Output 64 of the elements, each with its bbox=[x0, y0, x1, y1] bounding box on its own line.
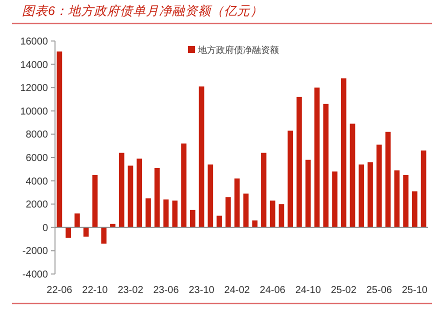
x-tick-label: 23-06 bbox=[153, 285, 180, 296]
bar bbox=[270, 200, 276, 228]
y-tick-label: 14000 bbox=[20, 60, 48, 71]
bar bbox=[172, 200, 178, 228]
bar bbox=[252, 220, 258, 228]
bar bbox=[154, 168, 160, 228]
bar bbox=[56, 51, 62, 228]
x-tick-label: 24-02 bbox=[224, 285, 250, 296]
x-tick-label: 25-10 bbox=[402, 285, 428, 296]
bar bbox=[332, 171, 338, 228]
x-tick-label: 23-02 bbox=[118, 285, 144, 296]
bar bbox=[350, 124, 356, 228]
y-tick-label: 16000 bbox=[20, 36, 48, 48]
y-tick-label: 10000 bbox=[20, 106, 48, 118]
bar bbox=[358, 164, 364, 228]
bar bbox=[136, 158, 142, 228]
bar bbox=[101, 227, 107, 244]
bar bbox=[66, 227, 71, 238]
bar bbox=[261, 152, 266, 228]
bar bbox=[420, 150, 426, 228]
x-tick-label: 23-10 bbox=[188, 285, 215, 296]
bar bbox=[412, 191, 418, 228]
chart-title: 图表6：地方政府债单月净融资额（亿元） bbox=[22, 4, 263, 18]
bar bbox=[314, 88, 320, 228]
bar bbox=[226, 197, 231, 228]
bar bbox=[340, 78, 346, 228]
y-tick-label: 8000 bbox=[26, 130, 48, 141]
x-tick-label: 24-10 bbox=[295, 285, 322, 296]
bar bbox=[128, 166, 134, 228]
bar bbox=[146, 198, 151, 228]
bar bbox=[243, 194, 249, 228]
x-tick-label: 22-06 bbox=[46, 285, 73, 296]
bar bbox=[190, 210, 196, 228]
bar bbox=[163, 199, 169, 228]
bar bbox=[198, 86, 204, 228]
bar bbox=[118, 152, 124, 228]
y-tick-label: 6000 bbox=[26, 153, 48, 164]
y-tick-label: 2000 bbox=[26, 200, 48, 211]
bar bbox=[208, 164, 214, 228]
y-tick-label: 0 bbox=[42, 222, 48, 234]
bar bbox=[216, 216, 222, 228]
bar bbox=[181, 144, 186, 228]
x-tick-label: 22-10 bbox=[82, 285, 108, 296]
bar bbox=[74, 213, 80, 228]
y-tick-label: -4000 bbox=[22, 270, 48, 280]
bar bbox=[305, 160, 311, 228]
bar bbox=[376, 144, 382, 228]
y-tick-label: 4000 bbox=[26, 176, 48, 188]
x-tick-label: 24-06 bbox=[260, 285, 286, 296]
y-tick-label: -2000 bbox=[22, 246, 48, 258]
bar bbox=[234, 178, 240, 228]
bar bbox=[403, 174, 408, 228]
bar bbox=[278, 204, 284, 228]
legend-label: 地方政府债净融资额 bbox=[197, 45, 279, 56]
bar bbox=[368, 162, 373, 228]
y-tick-label: 12000 bbox=[20, 83, 48, 94]
bar bbox=[385, 132, 391, 228]
bar bbox=[323, 104, 329, 228]
x-tick-label: 25-02 bbox=[330, 285, 357, 296]
x-tick-label: 25-06 bbox=[366, 285, 392, 296]
bar bbox=[288, 130, 294, 228]
bar bbox=[296, 96, 302, 228]
bar bbox=[394, 170, 400, 228]
bar bbox=[92, 174, 98, 228]
